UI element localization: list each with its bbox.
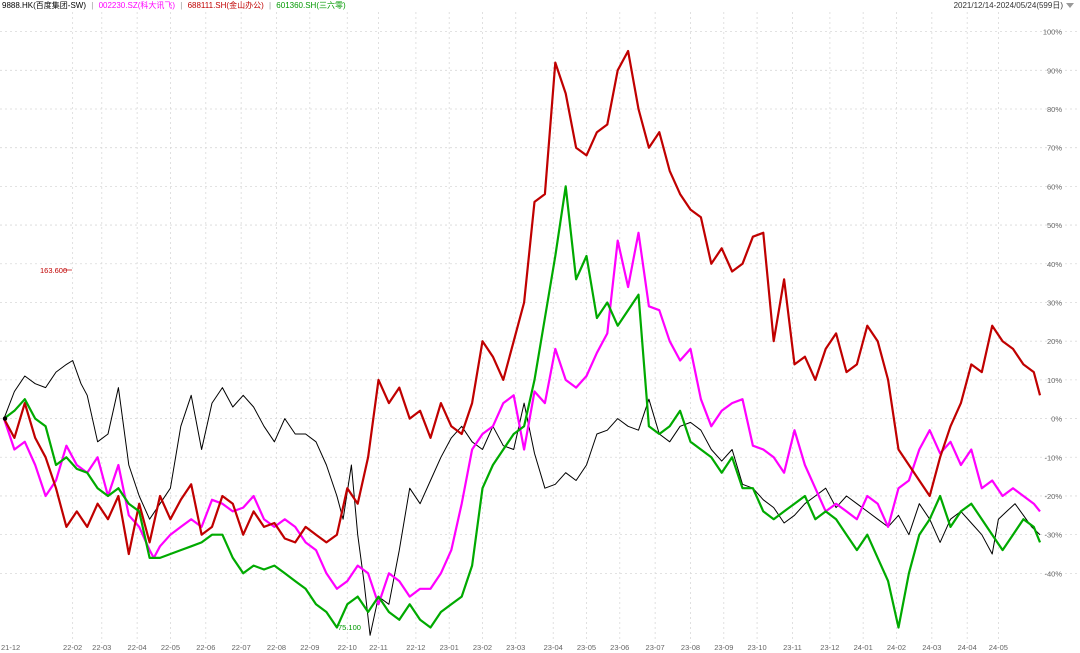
x-tick-label: 22-06 bbox=[196, 643, 215, 652]
x-tick-label: 23-02 bbox=[473, 643, 492, 652]
y-tick-label: 80% bbox=[1047, 105, 1062, 114]
x-tick-label: 22-04 bbox=[128, 643, 147, 652]
x-tick-label: 21-12 bbox=[1, 643, 20, 652]
x-tick-label: 24-04 bbox=[958, 643, 977, 652]
x-tick-label: 22-03 bbox=[92, 643, 111, 652]
y-tick-label: 50% bbox=[1047, 221, 1062, 230]
series-line-baidu[interactable] bbox=[3, 360, 1041, 636]
x-tick-label: 23-11 bbox=[783, 643, 802, 652]
x-tick-label: 22-09 bbox=[300, 643, 319, 652]
x-tick-label: 22-11 bbox=[369, 643, 388, 652]
x-tick-label: 22-08 bbox=[267, 643, 286, 652]
x-axis-ticks: 21-12 22-02 22-03 22-04 22-05 22-06 22-07 22-08… bbox=[1, 643, 1008, 652]
series-line-s360[interactable] bbox=[3, 185, 1042, 629]
legend-360[interactable]: 601360.SH(三六零) bbox=[276, 0, 346, 10]
x-tick-label: 23-09 bbox=[714, 643, 733, 652]
max-price-label: 163.600 bbox=[40, 266, 67, 275]
x-tick-label: 24-05 bbox=[989, 643, 1008, 652]
dropdown-arrow-icon[interactable] bbox=[1066, 3, 1074, 8]
series-lines bbox=[2, 49, 1042, 636]
x-tick-label: 22-10 bbox=[338, 643, 357, 652]
x-tick-label: 23-07 bbox=[646, 643, 665, 652]
x-tick-label: 23-01 bbox=[440, 643, 459, 652]
series-line-iflytek[interactable] bbox=[2, 231, 1041, 606]
x-tick-label: 22-07 bbox=[232, 643, 251, 652]
svg-text:9888.HK(百度集团-SW) | 002: 9888.HK(百度集团-SW) | 002230.SZ(科大讯飞) | 688… bbox=[2, 0, 346, 10]
y-tick-label: 70% bbox=[1047, 144, 1062, 153]
y-tick-label: -40% bbox=[1044, 569, 1062, 578]
y-tick-label: -20% bbox=[1044, 492, 1062, 501]
y-tick-label: -30% bbox=[1044, 531, 1062, 540]
x-tick-label: 22-12 bbox=[406, 643, 425, 652]
x-tick-label: 24-01 bbox=[854, 643, 873, 652]
x-tick-label: 22-02 bbox=[63, 643, 82, 652]
grid-lines bbox=[0, 12, 1080, 643]
y-tick-label: 40% bbox=[1047, 260, 1062, 269]
y-tick-label: 0% bbox=[1051, 415, 1062, 424]
min-price-label: 75.100 bbox=[338, 623, 361, 632]
x-tick-label: 24-03 bbox=[922, 643, 941, 652]
y-tick-label: 10% bbox=[1047, 376, 1062, 385]
start-point-marker bbox=[2, 416, 8, 421]
x-tick-label: 23-03 bbox=[506, 643, 525, 652]
x-tick-label: 23-06 bbox=[610, 643, 629, 652]
x-tick-label: 23-12 bbox=[820, 643, 839, 652]
series-line-kingsoft[interactable] bbox=[3, 49, 1042, 556]
y-axis-ticks: 100% 90% 80% 70% 60% 50% 40% 30% 20% 10% 0% -10% -20… bbox=[1043, 28, 1063, 579]
y-tick-label: 60% bbox=[1047, 182, 1062, 191]
x-tick-label: 23-10 bbox=[747, 643, 766, 652]
legend-baidu[interactable]: 9888.HK(百度集团-SW) bbox=[2, 0, 86, 10]
legend-iflytek[interactable]: 002230.SZ(科大讯飞) bbox=[99, 0, 176, 10]
legend-separator: | bbox=[269, 1, 271, 10]
y-tick-label: 90% bbox=[1047, 66, 1062, 75]
y-tick-label: 30% bbox=[1047, 298, 1062, 307]
y-tick-label: -10% bbox=[1044, 453, 1062, 462]
x-tick-label: 23-05 bbox=[577, 643, 596, 652]
x-tick-label: 22-05 bbox=[161, 643, 180, 652]
legend-separator: | bbox=[91, 1, 93, 10]
y-tick-label: 100% bbox=[1043, 28, 1063, 37]
x-tick-label: 24-02 bbox=[887, 643, 906, 652]
y-tick-label: 20% bbox=[1047, 337, 1062, 346]
x-tick-label: 23-08 bbox=[681, 643, 700, 652]
legend-kingsoft[interactable]: 688111.SH(金山办公) bbox=[188, 0, 265, 10]
legend-separator: | bbox=[180, 1, 182, 10]
x-tick-label: 23-04 bbox=[544, 643, 563, 652]
date-range-label[interactable]: 2021/12/14-2024/05/24(599日) bbox=[954, 1, 1064, 10]
